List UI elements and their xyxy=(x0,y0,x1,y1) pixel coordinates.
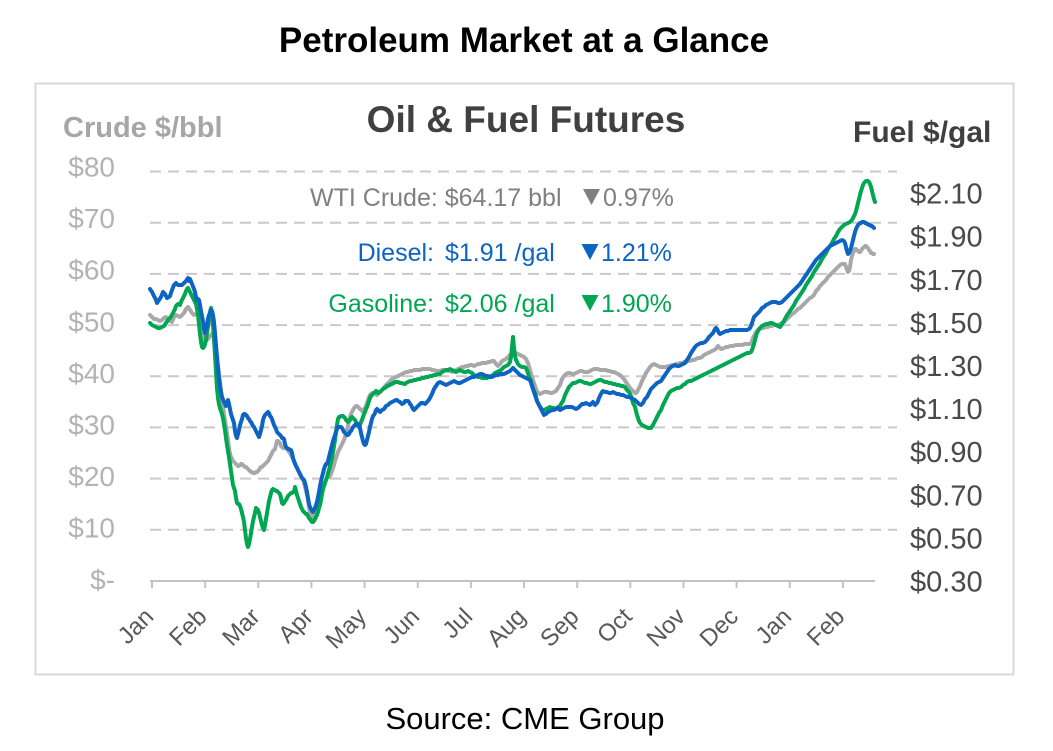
svg-text:$20: $20 xyxy=(68,461,115,492)
svg-text:$0.90: $0.90 xyxy=(910,437,983,469)
svg-text:$60: $60 xyxy=(68,255,115,286)
svg-text:$-: $- xyxy=(90,564,115,595)
svg-text:Source: CME Group: Source: CME Group xyxy=(385,701,664,736)
svg-text:$0.30: $0.30 xyxy=(910,567,983,599)
svg-text:$2.06 /gal: $2.06 /gal xyxy=(445,290,555,318)
svg-text:$0.50: $0.50 xyxy=(910,523,983,555)
svg-text:$30: $30 xyxy=(68,410,115,441)
svg-text:0.97%: 0.97% xyxy=(603,184,674,212)
svg-text:$40: $40 xyxy=(68,358,115,389)
svg-text:$1.10: $1.10 xyxy=(910,394,983,426)
svg-text:Diesel:: Diesel: xyxy=(358,239,434,267)
svg-text:$1.50: $1.50 xyxy=(910,308,983,340)
svg-text:$2.10: $2.10 xyxy=(910,179,983,211)
svg-text:1.21%: 1.21% xyxy=(601,239,672,267)
svg-text:$1.90: $1.90 xyxy=(910,222,983,254)
svg-text:$0.70: $0.70 xyxy=(910,480,983,512)
svg-text:Fuel $/gal: Fuel $/gal xyxy=(853,116,991,149)
svg-text:$50: $50 xyxy=(68,306,115,337)
svg-text:Gasoline:: Gasoline: xyxy=(328,290,434,318)
svg-text:Petroleum Market at a Glance: Petroleum Market at a Glance xyxy=(279,21,769,60)
svg-text:$1.30: $1.30 xyxy=(910,351,983,383)
svg-text:$80: $80 xyxy=(68,152,115,183)
svg-text:$1.91 /gal: $1.91 /gal xyxy=(445,239,555,267)
svg-text:Oil & Fuel Futures: Oil & Fuel Futures xyxy=(367,99,686,140)
svg-text:1.90%: 1.90% xyxy=(601,290,672,318)
svg-text:Crude $/bbl: Crude $/bbl xyxy=(63,112,223,144)
svg-text:WTI Crude: $64.17 bbl: WTI Crude: $64.17 bbl xyxy=(310,184,562,212)
svg-text:$10: $10 xyxy=(68,513,115,544)
svg-text:$1.70: $1.70 xyxy=(910,265,983,297)
svg-text:$70: $70 xyxy=(68,203,115,234)
